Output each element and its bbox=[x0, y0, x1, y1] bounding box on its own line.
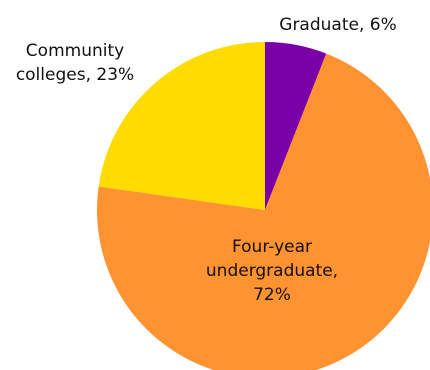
pie-slice-0 bbox=[265, 42, 327, 210]
slice-label-line: Graduate, 6% bbox=[279, 15, 396, 35]
slice-label-2: Community colleges, 23% bbox=[16, 41, 134, 85]
slice-label-line: colleges, 23% bbox=[16, 65, 134, 85]
slice-label-line: undergraduate, bbox=[206, 261, 338, 281]
slice-label-1: Four-year undergraduate, 72% bbox=[206, 237, 338, 305]
slice-label-line: Four-year bbox=[232, 237, 312, 257]
slice-label-line: Community bbox=[26, 41, 124, 61]
slice-label-0: Graduate, 6% bbox=[279, 15, 396, 35]
pie-labels: Graduate, 6% Four-year undergraduate, 72% Co… bbox=[16, 15, 397, 305]
pie-slices bbox=[97, 41, 430, 370]
pie-slice-2 bbox=[98, 41, 265, 210]
slice-label-line: 72% bbox=[253, 285, 291, 305]
pie-slice-1 bbox=[97, 53, 430, 370]
